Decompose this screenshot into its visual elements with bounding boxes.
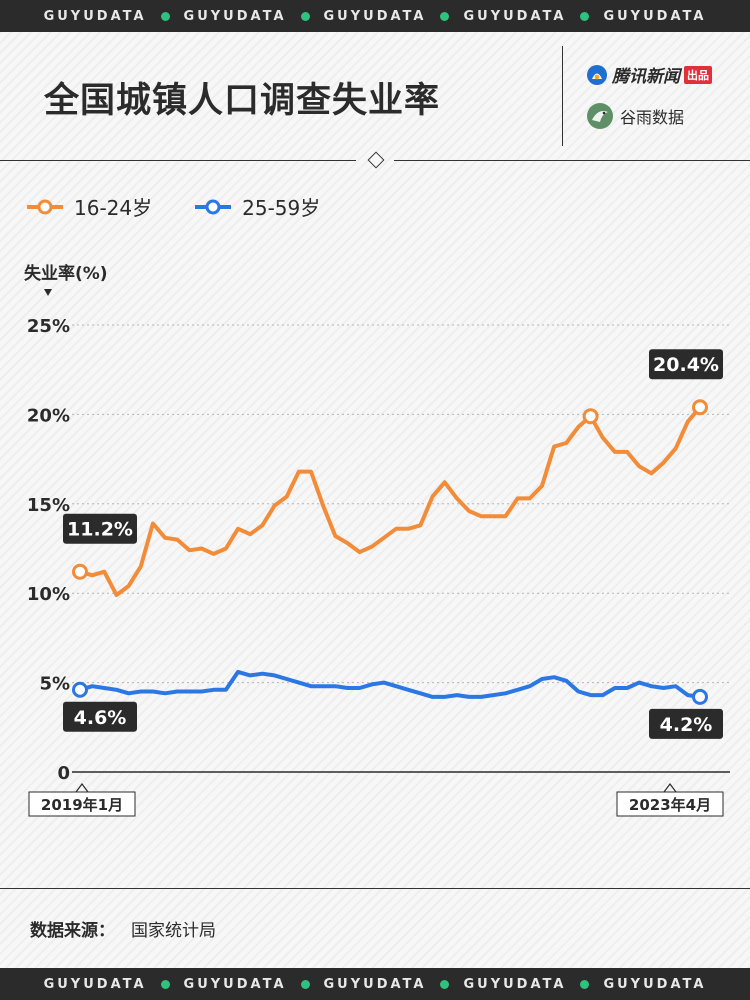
header-rule-right — [394, 160, 750, 161]
tencent-brand: 腾讯新闻 出品 — [586, 62, 712, 87]
brand-word: GUYUDATA — [603, 976, 707, 992]
separator-dot-icon — [160, 11, 170, 21]
separator-dot-icon — [300, 979, 310, 989]
line-chart: 失业率(%) 0 5% 10% 15% 20% 25% 2019年1月 2023年4月 11.2%… — [24, 263, 730, 817]
chart-panel: 全国城镇人口调查失业率 腾讯新闻 出品 谷雨数据 — [0, 32, 750, 968]
data-point — [582, 408, 599, 425]
data-label-box — [649, 708, 723, 739]
source-value: 国家统计局 — [131, 921, 216, 941]
separator-dot-icon — [440, 11, 450, 21]
separator-dot-icon — [300, 11, 310, 21]
tencent-tag: 出品 — [684, 65, 712, 84]
data-label: 4.6% — [74, 707, 127, 729]
brand-word: GUYUDATA — [323, 976, 427, 992]
x-tick-label: 2023年4月 — [629, 796, 711, 814]
top-brand-strip: GUYUDATA GUYUDATA GUYUDATA GUYUDATA GUYUDATA — [0, 0, 750, 32]
x-tick-label: 2019年1月 — [41, 796, 123, 814]
separator-dot-icon — [580, 11, 590, 21]
separator-dot-icon — [580, 979, 590, 989]
legend-label: 25-59岁 — [242, 196, 321, 220]
brand-word: GUYUDATA — [463, 976, 567, 992]
tencent-news-logo-icon — [587, 64, 607, 85]
source-label: 数据来源： — [30, 921, 115, 941]
brand-word: GUYUDATA — [183, 976, 287, 992]
x-label-pointer — [75, 783, 89, 793]
series-line-adult — [78, 669, 702, 699]
brand-word: GUYUDATA — [183, 8, 287, 24]
y-axis-arrow-icon — [44, 289, 52, 296]
page-title: 全国城镇人口调查失业率 — [44, 81, 441, 121]
data-label: 4.2% — [660, 714, 713, 736]
legend-marker-blue — [195, 199, 232, 214]
separator-dot-icon — [160, 979, 170, 989]
data-label-box — [649, 349, 723, 380]
legend-item-adult: 25-59岁 — [194, 192, 320, 221]
data-point — [692, 399, 708, 416]
data-label: 20.4% — [653, 354, 719, 376]
data-label-box — [63, 701, 137, 732]
y-tick-label: 20% — [27, 405, 70, 426]
separator-dot-icon — [440, 979, 450, 989]
tencent-news-name: 腾讯新闻 — [612, 67, 680, 87]
data-point — [692, 688, 708, 705]
x-label-pointer — [663, 783, 677, 793]
brand-word: GUYUDATA — [43, 8, 147, 24]
bottom-brand-strip: GUYUDATA GUYUDATA GUYUDATA GUYUDATA GUYUDATA — [0, 968, 750, 1000]
data-label-box — [63, 513, 137, 544]
header-rule-left — [0, 160, 356, 161]
y-tick-label: 10% — [27, 584, 70, 605]
y-tick-label: 25% — [27, 316, 70, 337]
chart-legend: 16-24岁 25-59岁 — [26, 192, 320, 221]
guyu-brand: 谷雨数据 — [586, 102, 684, 130]
y-tick-label: 5% — [39, 674, 70, 695]
data-point — [72, 681, 88, 698]
brand-word: GUYUDATA — [43, 976, 147, 992]
brand-word: GUYUDATA — [463, 8, 567, 24]
y-tick-label: 0 — [57, 763, 70, 784]
data-point — [72, 563, 88, 580]
y-axis-label: 失业率(%) — [24, 263, 108, 284]
brand-word: GUYUDATA — [603, 8, 707, 24]
footer-rule — [0, 888, 750, 889]
guyu-logo-icon — [587, 103, 613, 129]
y-tick-label: 15% — [27, 495, 70, 516]
guyu-data-name: 谷雨数据 — [620, 108, 685, 127]
header-divider — [562, 46, 563, 146]
series-line-youth — [78, 405, 702, 597]
data-label: 11.2% — [67, 519, 133, 541]
brand-word: GUYUDATA — [323, 8, 427, 24]
x-label-box — [616, 791, 724, 817]
legend-marker-orange — [27, 199, 63, 214]
data-source: 数据来源： 国家统计局 — [30, 916, 216, 941]
legend-item-youth: 16-24岁 — [26, 192, 152, 221]
x-label-box — [28, 791, 136, 817]
legend-label: 16-24岁 — [74, 196, 153, 220]
